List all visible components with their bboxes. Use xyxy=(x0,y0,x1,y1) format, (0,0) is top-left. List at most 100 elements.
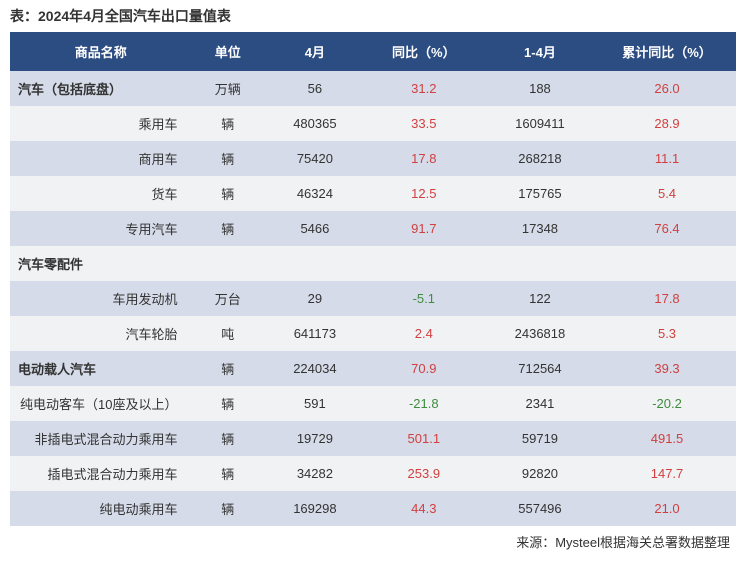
cell-cum: 17348 xyxy=(482,211,598,246)
cell-yoy: -21.8 xyxy=(366,386,482,421)
cell-cyoy: 491.5 xyxy=(598,421,736,456)
cell-unit: 辆 xyxy=(192,456,265,491)
table-row: 乘用车辆48036533.5160941128.9 xyxy=(10,106,736,141)
cell-cyoy: -20.2 xyxy=(598,386,736,421)
cell-cyoy: 76.4 xyxy=(598,211,736,246)
col-header-name: 商品名称 xyxy=(10,32,192,71)
table-container: 表：2024年4月全国汽车出口量值表 商品名称 单位 4月 同比（%） 1-4月… xyxy=(0,0,746,561)
cell-month: 34282 xyxy=(264,456,366,491)
cell-month: 224034 xyxy=(264,351,366,386)
cell-cyoy: 11.1 xyxy=(598,141,736,176)
table-row: 纯电动乘用车辆16929844.355749621.0 xyxy=(10,491,736,526)
cell-name: 车用发动机 xyxy=(10,281,192,316)
table-row: 插电式混合动力乘用车辆34282253.992820147.7 xyxy=(10,456,736,491)
cell-name: 汽车（包括底盘） xyxy=(10,71,192,106)
cell-yoy: 91.7 xyxy=(366,211,482,246)
cell-unit: 辆 xyxy=(192,141,265,176)
cell-cyoy: 28.9 xyxy=(598,106,736,141)
cell-cyoy: 26.0 xyxy=(598,71,736,106)
col-header-unit: 单位 xyxy=(192,32,265,71)
cell-unit: 辆 xyxy=(192,176,265,211)
cell-name: 汽车零配件 xyxy=(10,246,192,281)
cell-cyoy: 5.4 xyxy=(598,176,736,211)
cell-unit: 辆 xyxy=(192,491,265,526)
table-header: 商品名称 单位 4月 同比（%） 1-4月 累计同比（%） xyxy=(10,32,736,71)
cell-cum: 2341 xyxy=(482,386,598,421)
table-row: 汽车轮胎吨6411732.424368185.3 xyxy=(10,316,736,351)
table-row: 商用车辆7542017.826821811.1 xyxy=(10,141,736,176)
cell-cum: 59719 xyxy=(482,421,598,456)
cell-cyoy: 147.7 xyxy=(598,456,736,491)
col-header-yoy: 同比（%） xyxy=(366,32,482,71)
cell-name: 专用汽车 xyxy=(10,211,192,246)
cell-month: 46324 xyxy=(264,176,366,211)
cell-month: 75420 xyxy=(264,141,366,176)
cell-name: 插电式混合动力乘用车 xyxy=(10,456,192,491)
cell-cum: 2436818 xyxy=(482,316,598,351)
cell-yoy xyxy=(366,246,482,281)
cell-yoy: 253.9 xyxy=(366,456,482,491)
cell-name: 乘用车 xyxy=(10,106,192,141)
table-row: 专用汽车辆546691.71734876.4 xyxy=(10,211,736,246)
cell-yoy: 31.2 xyxy=(366,71,482,106)
export-table: 商品名称 单位 4月 同比（%） 1-4月 累计同比（%） 汽车（包括底盘）万辆… xyxy=(10,32,736,526)
table-row: 非插电式混合动力乘用车辆19729501.159719491.5 xyxy=(10,421,736,456)
source-label: 来源：Mysteel根据海关总署数据整理 xyxy=(10,526,736,551)
cell-cum: 188 xyxy=(482,71,598,106)
cell-cum: 122 xyxy=(482,281,598,316)
table-row: 车用发动机万台29-5.112217.8 xyxy=(10,281,736,316)
cell-cyoy: 17.8 xyxy=(598,281,736,316)
cell-yoy: 44.3 xyxy=(366,491,482,526)
cell-name: 纯电动乘用车 xyxy=(10,491,192,526)
cell-month: 480365 xyxy=(264,106,366,141)
cell-cum: 175765 xyxy=(482,176,598,211)
table-title: 表：2024年4月全国汽车出口量值表 xyxy=(10,6,736,32)
cell-cum: 557496 xyxy=(482,491,598,526)
cell-month: 56 xyxy=(264,71,366,106)
cell-name: 电动载人汽车 xyxy=(10,351,192,386)
cell-month xyxy=(264,246,366,281)
cell-unit: 辆 xyxy=(192,421,265,456)
cell-unit xyxy=(192,246,265,281)
table-body: 汽车（包括底盘）万辆5631.218826.0乘用车辆48036533.5160… xyxy=(10,71,736,526)
cell-yoy: 17.8 xyxy=(366,141,482,176)
cell-cum: 268218 xyxy=(482,141,598,176)
cell-cyoy: 21.0 xyxy=(598,491,736,526)
col-header-cum: 1-4月 xyxy=(482,32,598,71)
cell-month: 29 xyxy=(264,281,366,316)
cell-cum: 92820 xyxy=(482,456,598,491)
cell-name: 汽车轮胎 xyxy=(10,316,192,351)
cell-unit: 辆 xyxy=(192,351,265,386)
col-header-cyoy: 累计同比（%） xyxy=(598,32,736,71)
table-row: 电动载人汽车辆22403470.971256439.3 xyxy=(10,351,736,386)
cell-unit: 辆 xyxy=(192,211,265,246)
col-header-month: 4月 xyxy=(264,32,366,71)
cell-name: 货车 xyxy=(10,176,192,211)
cell-cyoy xyxy=(598,246,736,281)
table-row: 汽车零配件 xyxy=(10,246,736,281)
cell-unit: 万辆 xyxy=(192,71,265,106)
cell-unit: 辆 xyxy=(192,106,265,141)
cell-cum xyxy=(482,246,598,281)
cell-yoy: 33.5 xyxy=(366,106,482,141)
cell-unit: 辆 xyxy=(192,386,265,421)
cell-month: 169298 xyxy=(264,491,366,526)
cell-yoy: 2.4 xyxy=(366,316,482,351)
cell-unit: 吨 xyxy=(192,316,265,351)
cell-month: 5466 xyxy=(264,211,366,246)
table-row: 汽车（包括底盘）万辆5631.218826.0 xyxy=(10,71,736,106)
cell-name: 非插电式混合动力乘用车 xyxy=(10,421,192,456)
table-row: 纯电动客车（10座及以上）辆591-21.82341-20.2 xyxy=(10,386,736,421)
cell-cum: 1609411 xyxy=(482,106,598,141)
cell-month: 591 xyxy=(264,386,366,421)
cell-name: 商用车 xyxy=(10,141,192,176)
cell-yoy: 12.5 xyxy=(366,176,482,211)
cell-cum: 712564 xyxy=(482,351,598,386)
table-row: 货车辆4632412.51757655.4 xyxy=(10,176,736,211)
cell-cyoy: 39.3 xyxy=(598,351,736,386)
cell-month: 19729 xyxy=(264,421,366,456)
cell-name: 纯电动客车（10座及以上） xyxy=(10,386,192,421)
cell-unit: 万台 xyxy=(192,281,265,316)
cell-yoy: -5.1 xyxy=(366,281,482,316)
cell-cyoy: 5.3 xyxy=(598,316,736,351)
